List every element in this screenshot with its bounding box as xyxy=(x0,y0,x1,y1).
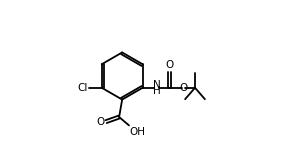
Text: OH: OH xyxy=(130,127,146,137)
Text: N: N xyxy=(153,80,160,90)
Text: Cl: Cl xyxy=(78,83,88,93)
Text: O: O xyxy=(165,60,173,70)
Text: O: O xyxy=(96,117,104,127)
Text: H: H xyxy=(153,86,160,96)
Text: O: O xyxy=(180,83,188,93)
